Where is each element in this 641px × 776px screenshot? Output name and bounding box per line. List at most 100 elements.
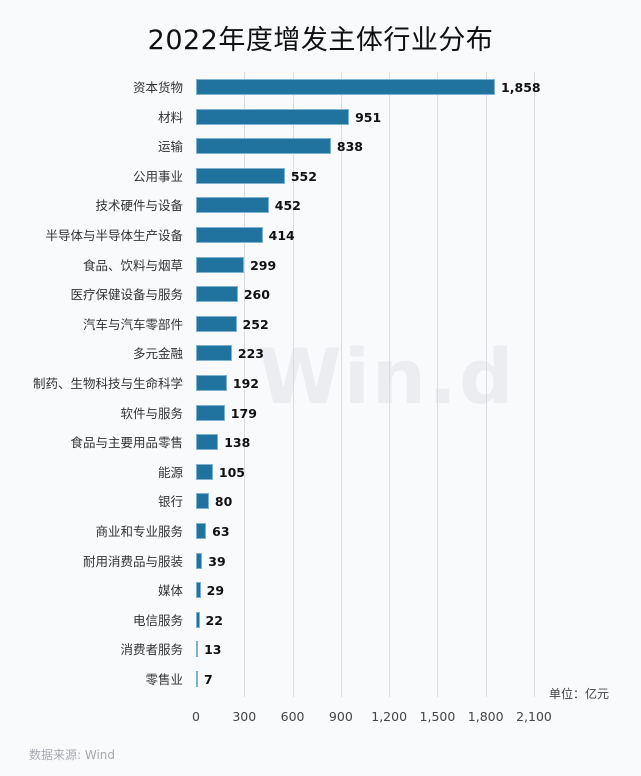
value-label: 951 — [355, 109, 382, 125]
x-tick-label: 900 — [328, 709, 353, 724]
value-label: 252 — [242, 316, 269, 332]
category-label: 汽车与汽车零部件 — [82, 316, 183, 332]
bar-row: 软件与服务 179 — [0, 404, 641, 422]
bar-row: 银行 80 — [0, 493, 641, 510]
category-label: 电信服务 — [132, 612, 183, 628]
value-label: 138 — [224, 435, 251, 451]
category-label: 耐用消费品与服装 — [82, 553, 183, 569]
x-tick-label: 0 — [192, 709, 200, 724]
value-label: 299 — [250, 257, 277, 273]
value-label: 7 — [204, 672, 213, 687]
bar-row: 能源 105 — [0, 463, 641, 481]
category-label: 公用事业 — [132, 168, 183, 184]
category-label: 技术硬件与设备 — [95, 198, 183, 214]
x-tick-label: 1,200 — [371, 709, 408, 724]
value-label: 1,858 — [501, 80, 541, 95]
category-label: 软件与服务 — [120, 405, 183, 421]
bar — [196, 611, 200, 628]
bar — [196, 138, 331, 155]
value-label: 838 — [336, 139, 363, 155]
gridline — [389, 72, 390, 697]
category-label: 食品、饮料与烟草 — [82, 257, 183, 273]
bar-row: 半导体与半导体生产设备 414 — [0, 227, 641, 244]
bar-row: 食品与主要用品零售 138 — [0, 434, 641, 451]
category-label: 食品与主要用品零售 — [70, 435, 183, 451]
bar-row: 消费者服务 13 — [0, 641, 641, 658]
value-label: 179 — [230, 405, 257, 421]
category-label: 媒体 — [157, 583, 183, 599]
chart-title: 2022年度增发主体行业分布 — [147, 25, 494, 56]
value-label: 63 — [212, 524, 230, 539]
category-label: 零售业 — [145, 672, 183, 687]
bar — [196, 256, 245, 273]
bar — [196, 167, 285, 184]
source-note: 数据来源: Wind — [29, 748, 116, 762]
bar — [196, 552, 203, 569]
category-label: 运输 — [157, 139, 183, 155]
value-label: 223 — [237, 346, 264, 362]
bar-row: 媒体 29 — [0, 582, 641, 599]
bar — [196, 434, 219, 451]
value-label: 105 — [218, 464, 245, 480]
value-label: 260 — [243, 287, 270, 303]
x-tick-label: 600 — [280, 709, 305, 724]
x-tick-label: 1,500 — [419, 709, 456, 724]
x-tick-label: 2,100 — [516, 709, 552, 724]
bar — [196, 404, 225, 421]
x-tick-label: 1,800 — [467, 709, 504, 724]
gridline — [244, 72, 245, 697]
value-label: 452 — [274, 198, 301, 214]
bar-row: 耐用消费品与服装 39 — [0, 552, 641, 570]
bar-row: 技术硬件与设备 452 — [0, 197, 641, 214]
bar — [196, 197, 269, 214]
value-label: 80 — [214, 494, 233, 510]
bar-row: 公用事业 552 — [0, 167, 641, 185]
bar-row: 商业和专业服务 63 — [0, 523, 641, 540]
bar — [196, 79, 496, 95]
gridline — [534, 72, 535, 697]
bar-row: 电信服务 22 — [0, 611, 641, 629]
bar-row: 零售业 7 — [0, 671, 641, 688]
bar-row: 汽车与汽车零部件 252 — [0, 315, 641, 333]
category-label: 能源 — [157, 464, 183, 480]
bar-row: 多元金融 223 — [0, 345, 641, 362]
category-label: 资本货物 — [132, 80, 183, 95]
value-label: 22 — [205, 612, 223, 628]
category-label: 商业和专业服务 — [95, 524, 183, 539]
bar-row: 材料 951 — [0, 108, 641, 126]
gridline — [486, 72, 487, 697]
value-label: 414 — [268, 228, 295, 243]
bar — [196, 641, 199, 658]
value-label: 552 — [290, 168, 317, 184]
bar — [196, 227, 263, 243]
bar — [196, 375, 227, 391]
category-label: 制药、生物科技与生命科学 — [32, 376, 183, 391]
gridline — [437, 72, 438, 697]
category-label: 多元金融 — [132, 346, 183, 362]
bar — [196, 463, 213, 480]
value-label: 13 — [204, 642, 222, 658]
bar-row: 资本货物 1,858 — [0, 79, 641, 96]
bar-row: 医疗保健设备与服务 260 — [0, 286, 641, 303]
category-label: 半导体与半导体生产设备 — [45, 228, 183, 243]
gridline — [293, 72, 294, 697]
value-label: 39 — [208, 553, 226, 569]
bar-row: 食品、饮料与烟草 299 — [0, 256, 641, 274]
gridline — [341, 72, 342, 697]
bar — [196, 108, 350, 125]
bar-row: 制药、生物科技与生命科学 192 — [0, 375, 641, 392]
bar — [196, 523, 207, 539]
category-label: 医疗保健设备与服务 — [70, 287, 183, 303]
bar — [196, 493, 209, 510]
value-label: 29 — [206, 583, 225, 599]
bar — [196, 345, 232, 362]
watermark: Win.d — [258, 332, 516, 421]
bar — [196, 582, 201, 599]
bar — [196, 315, 237, 332]
bar — [196, 671, 198, 687]
category-label: 消费者服务 — [120, 642, 183, 658]
category-label: 材料 — [157, 109, 183, 125]
bar — [196, 286, 238, 303]
value-label: 192 — [232, 376, 259, 391]
